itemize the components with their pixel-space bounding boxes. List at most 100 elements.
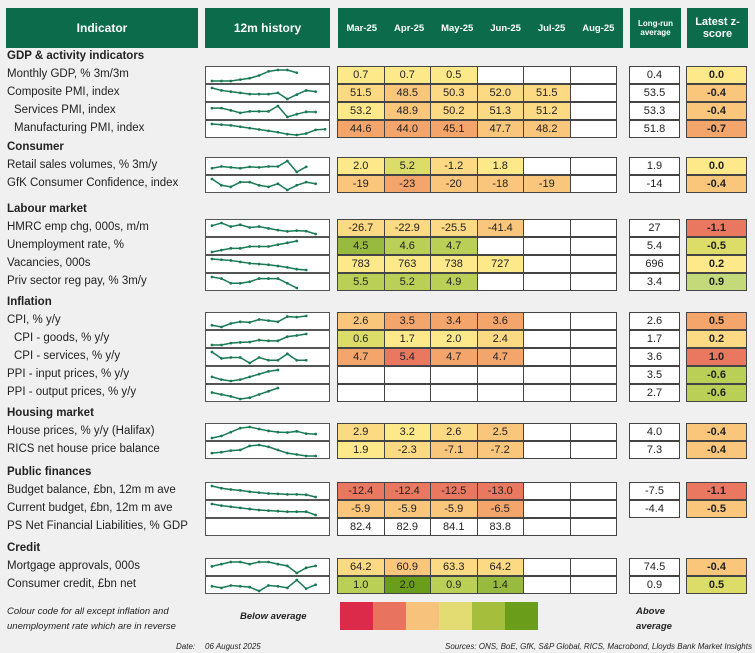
value-cell: 2.6 [337, 312, 385, 330]
value-cell: 4.7 [337, 348, 385, 366]
spark-point [220, 89, 223, 92]
spark-point [248, 562, 252, 566]
sparkline [205, 576, 330, 594]
zscore-cell: -0.7 [686, 120, 747, 138]
table-row: Consumer credit, £bn net 1.0 2.0 0.9 1.4 0.9 0… [0, 576, 755, 594]
value-cell: -6.5 [476, 500, 524, 518]
spark-point [248, 76, 252, 80]
long-run-cell: 1.9 [629, 157, 680, 175]
spark-point [229, 584, 233, 587]
value-cell: 63.3 [430, 558, 478, 576]
value-cell: -23 [383, 175, 431, 193]
table-row: Retail sales volumes, % 3m/y 2.0 5.2 -1.2 1.… [0, 157, 755, 175]
table-row: PS Net Financial Liabilities, % GDP 82.4 8… [0, 518, 755, 536]
spark-point [267, 358, 270, 362]
spark-point [276, 509, 280, 513]
spark-point [210, 375, 214, 379]
spark-point [285, 352, 289, 356]
spark-point [267, 445, 270, 449]
table-row: HMRC emp chg, 000s, m/m -26.7 -22.9 -25.5 -4… [0, 219, 755, 237]
spark-point [276, 386, 280, 390]
spark-point [248, 245, 252, 248]
value-cell: 47.7 [476, 120, 524, 138]
value-cell: 0.5 [430, 66, 478, 84]
spark-point [220, 258, 223, 262]
long-run-cell: 2.6 [629, 312, 680, 330]
spark-point [285, 159, 289, 163]
spark-point [276, 584, 280, 588]
spark-point [314, 182, 317, 186]
month-cells: 2.9 3.2 2.6 2.5 [337, 423, 617, 441]
sparkline [205, 348, 330, 366]
value-cell [337, 384, 385, 402]
row-label: Services PMI, index [14, 104, 116, 116]
value-cell: -41.4 [476, 219, 524, 237]
value-cell [523, 518, 571, 536]
spark-point [248, 507, 252, 511]
value-cell [569, 348, 617, 366]
month-cells: 0.7 0.7 0.5 [337, 66, 617, 84]
section-title: Credit [7, 542, 41, 554]
value-cell: -25.5 [430, 219, 478, 237]
spark-point [267, 369, 270, 373]
table-row: Unemployment rate, % 4.5 4.6 4.7 5.4 -0.5 [0, 237, 755, 255]
spark-point [267, 339, 270, 343]
spark-point [285, 451, 289, 455]
value-cell: 4.7 [430, 237, 478, 255]
row-label: CPI, % y/y [7, 314, 61, 326]
table-row: CPI, % y/y 2.6 3.5 3.4 3.6 2.6 0.5 [0, 312, 755, 330]
zscore-cell: -0.4 [686, 102, 747, 120]
spark-point [238, 281, 242, 285]
value-cell: 51.2 [523, 102, 571, 120]
spark-point [314, 128, 317, 132]
sparkline [205, 175, 330, 193]
table-row: CPI - goods, % y/y 0.6 1.7 2.0 2.4 1.7 0.2 [0, 330, 755, 348]
spark-point [257, 589, 261, 593]
header-indicator: Indicator [6, 8, 198, 48]
spark-point [210, 106, 214, 110]
spark-point [229, 259, 233, 262]
section-title: Housing market [7, 407, 94, 419]
zscore-cell: -0.4 [686, 84, 747, 102]
spark-point [295, 229, 299, 233]
spark-point [229, 322, 233, 325]
legend-swatch [406, 602, 439, 630]
value-cell [569, 518, 617, 536]
spark-point [229, 165, 233, 169]
table-row: Monthly GDP, % 3m/3m 0.7 0.7 0.5 0.4 0.0 [0, 66, 755, 84]
spark-point [323, 127, 327, 131]
spark-point [229, 560, 233, 564]
value-cell [476, 273, 524, 291]
header-months: Mar-25 Apr-25 May-25 Jun-25 Jul-25 Aug-25 [338, 8, 623, 48]
spark-point [314, 454, 317, 458]
spark-point [285, 229, 289, 233]
zscore-cell: -0.4 [686, 423, 747, 441]
value-cell: 45.1 [430, 120, 478, 138]
spark-point [257, 262, 261, 266]
month-cells [337, 366, 617, 384]
spark-point [295, 133, 299, 137]
value-cell [523, 66, 571, 84]
spark-point [295, 239, 299, 243]
value-cell [569, 312, 617, 330]
spark-point [210, 122, 214, 126]
value-cell: 2.9 [337, 423, 385, 441]
month-cells: 1.9 -2.3 -7.1 -7.2 [337, 441, 617, 459]
sparkline [205, 441, 330, 459]
spark-point [276, 165, 280, 168]
spark-point [220, 357, 223, 360]
spark-point [276, 339, 280, 343]
spark-point [276, 358, 280, 362]
spark-point [238, 340, 242, 344]
value-cell: 60.9 [383, 558, 431, 576]
spark-point [248, 340, 252, 344]
spark-point [229, 185, 233, 189]
value-cell [523, 384, 571, 402]
month-cells: 5.5 5.2 4.9 [337, 273, 617, 291]
legend-swatch [472, 602, 505, 630]
row-label: CPI - services, % y/y [14, 350, 121, 362]
sparkline [205, 384, 330, 402]
value-cell: 738 [430, 255, 478, 273]
value-cell: 4.6 [383, 237, 431, 255]
spark-point [248, 226, 252, 229]
